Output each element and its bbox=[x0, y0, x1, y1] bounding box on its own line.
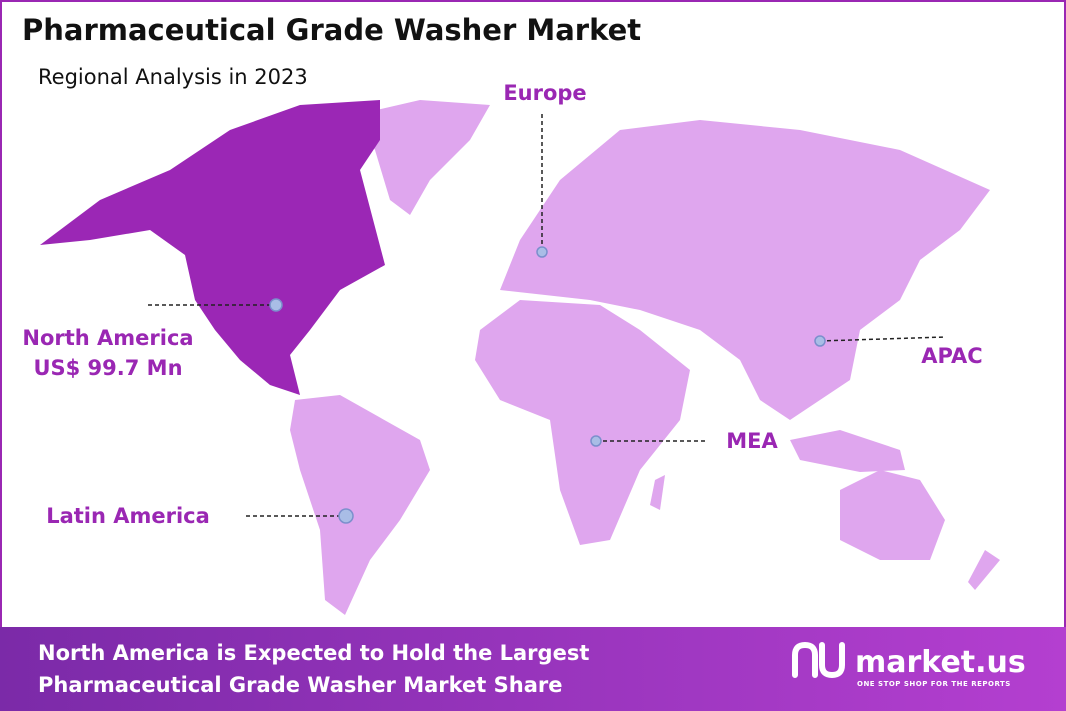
region-value: US$ 99.7 Mn bbox=[33, 356, 182, 380]
title: Pharmaceutical Grade Washer Market bbox=[22, 13, 641, 47]
region-label: Europe bbox=[503, 81, 586, 105]
region-label: APAC bbox=[921, 344, 982, 368]
new-zealand bbox=[968, 550, 1000, 590]
region-label: North America bbox=[22, 326, 193, 350]
eurasia-shape bbox=[500, 120, 990, 420]
callouts: North America US$ 99.7 Mn Europe APAC ME… bbox=[22, 81, 982, 528]
marker bbox=[269, 298, 283, 312]
region-label: MEA bbox=[726, 429, 778, 453]
footer-line: North America is Expected to Hold the La… bbox=[38, 641, 589, 665]
footer-band bbox=[0, 627, 1066, 711]
australia-shape bbox=[840, 470, 945, 560]
logo-mark bbox=[792, 641, 845, 679]
indonesia bbox=[790, 430, 905, 472]
marker bbox=[536, 246, 548, 258]
north-america-shape bbox=[40, 100, 385, 395]
marker bbox=[338, 508, 354, 524]
greenland bbox=[355, 100, 490, 215]
south-america-shape bbox=[290, 395, 430, 615]
logo-tagline: ONE STOP SHOP FOR THE REPORTS bbox=[857, 680, 1011, 688]
madagascar bbox=[650, 475, 665, 510]
marker bbox=[590, 435, 602, 447]
africa-shape bbox=[475, 300, 690, 545]
logo: market.us ONE STOP SHOP FOR THE REPORTS bbox=[792, 641, 1026, 688]
region-label: Latin America bbox=[46, 504, 210, 528]
footer-line: Pharmaceutical Grade Washer Market Share bbox=[38, 673, 563, 697]
marker bbox=[814, 335, 826, 347]
world-map bbox=[40, 100, 1000, 615]
subtitle: Regional Analysis in 2023 bbox=[38, 65, 308, 89]
logo-name: market.us bbox=[855, 645, 1026, 680]
